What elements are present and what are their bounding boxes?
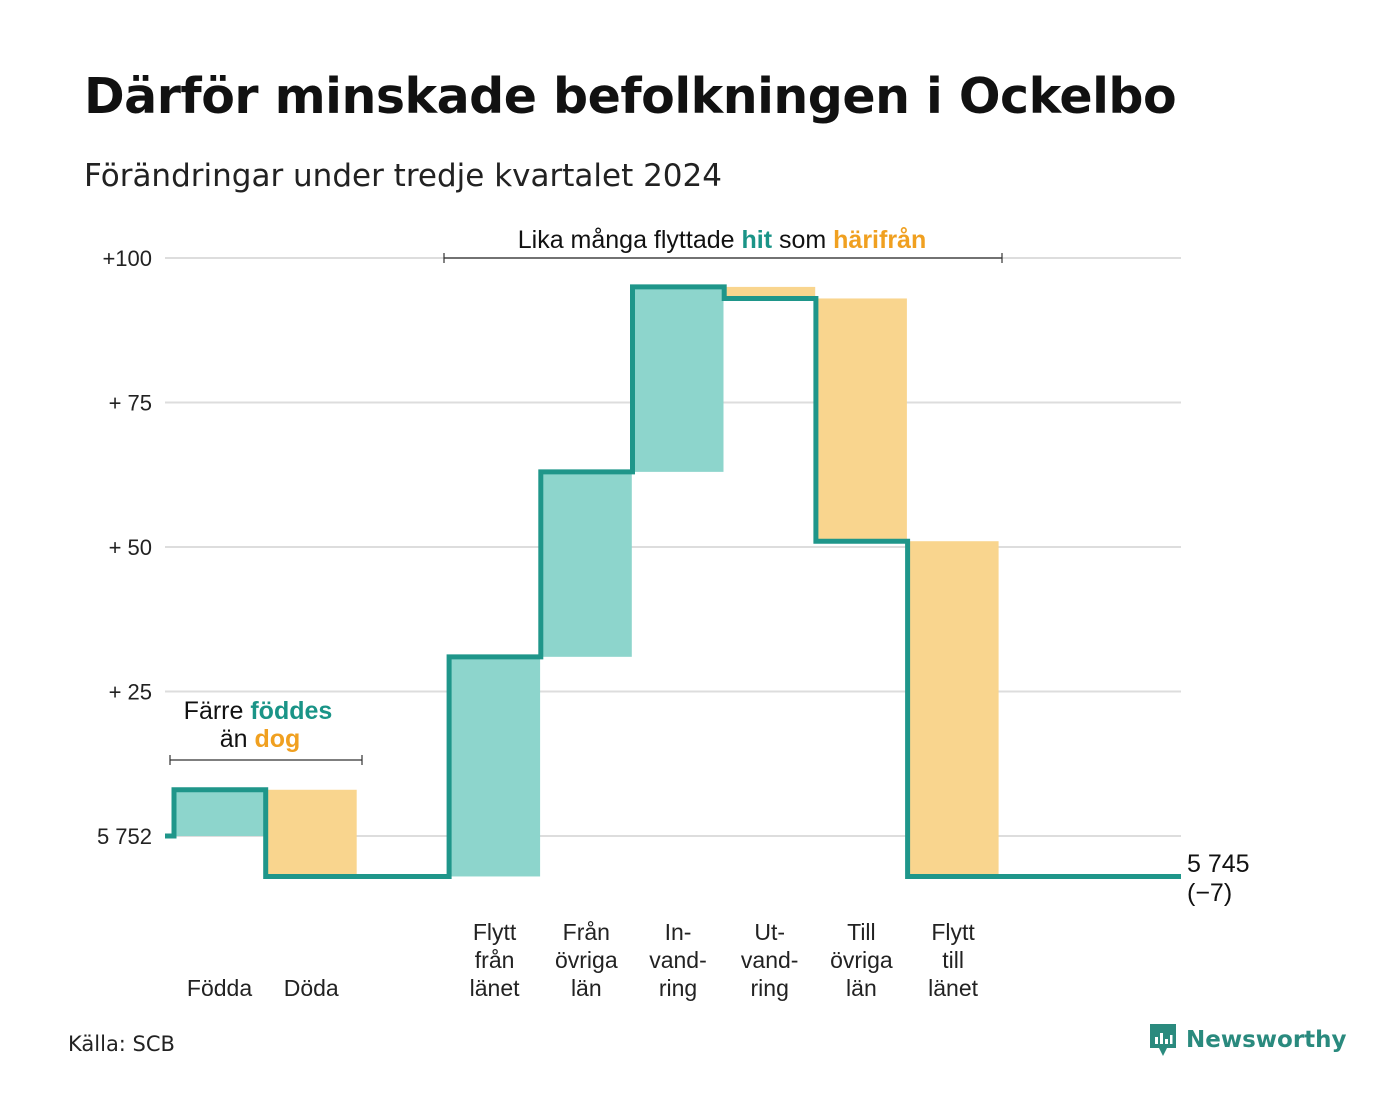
chart-subtitle: Förändringar under tredje kvartalet 2024: [84, 158, 722, 194]
bar-från-övriga-län: [540, 471, 632, 657]
y-tick-label: +100: [102, 246, 152, 271]
chart-title: Därför minskade befolkningen i Ockelbo: [84, 68, 1177, 125]
category-label: Flytt: [931, 919, 975, 945]
cumulative-step-line: [165, 284, 1181, 879]
bar-in--vand--ring: [632, 286, 724, 472]
y-tick-label: + 25: [109, 680, 152, 705]
annotation-migration-bracket: [443, 253, 1003, 263]
category-label: till: [942, 947, 964, 973]
waterfall-chart: +100+ 75+ 50+ 255 752 Födda DödaFlyttfrån…: [97, 226, 1250, 1001]
category-label: ring: [751, 975, 789, 1001]
brand-logo: Newsworthy: [1148, 1022, 1347, 1058]
bar-flytt-från-länet: [449, 656, 541, 877]
category-label: länet: [470, 975, 520, 1001]
category-label: Flytt: [473, 919, 517, 945]
annotation-births-deaths-bracket: [169, 755, 363, 765]
category-label: Från: [563, 919, 610, 945]
category-label: Döda: [284, 975, 339, 1001]
annotation-migration: Lika många flyttade hit som härifrån: [518, 226, 927, 254]
category-label: Till: [847, 919, 876, 945]
y-tick-label: + 75: [109, 391, 152, 416]
newsworthy-logo-icon: [1150, 1024, 1176, 1056]
bar-födda: [174, 789, 265, 836]
end-value-label: 5 745: [1187, 850, 1250, 878]
annotation-births-deaths-line1: Färre föddes: [184, 697, 333, 725]
source-note: Källa: SCB: [68, 1032, 175, 1056]
bars: [174, 286, 999, 877]
category-label: från: [475, 947, 515, 973]
category-label: vand-: [649, 947, 707, 973]
y-tick-label: + 50: [109, 535, 152, 560]
category-label: övriga: [555, 947, 618, 973]
category-label: län: [571, 975, 602, 1001]
step-line: [165, 284, 1181, 879]
category-label: län: [846, 975, 877, 1001]
end-change-label: (−7): [1187, 879, 1232, 907]
bar-flytt-till-länet: [907, 541, 999, 877]
category-label: Födda: [187, 975, 252, 1001]
y-axis-ticks: +100 + 75 + 50 + 25 5 752: [97, 246, 152, 849]
category-label: ring: [659, 975, 697, 1001]
annotation-births-deaths-line2: än dog: [220, 725, 301, 753]
category-label: vand-: [741, 947, 799, 973]
bar-döda: [265, 789, 357, 877]
bar-till-övriga-län: [815, 298, 907, 542]
category-labels: Födda DödaFlyttfrånlänetFrånövrigalänIn-v…: [187, 919, 979, 1001]
bar-ut--vand--ring: [724, 286, 816, 299]
y-tick-label: 5 752: [97, 824, 152, 849]
category-label: In-: [665, 919, 692, 945]
category-label: Ut-: [754, 919, 785, 945]
brand-name: Newsworthy: [1186, 1027, 1347, 1053]
category-label: länet: [928, 975, 978, 1001]
category-label: övriga: [830, 947, 893, 973]
